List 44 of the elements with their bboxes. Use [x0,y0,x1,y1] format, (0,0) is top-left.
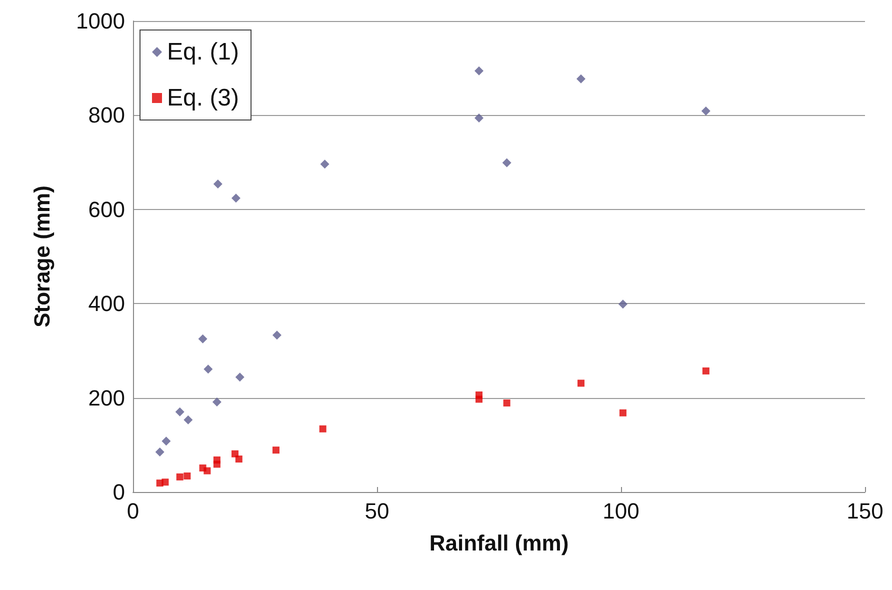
point [319,425,326,432]
point [235,372,244,382]
point [618,300,628,309]
point [184,472,191,480]
point [475,396,482,403]
x-axis-title: Rainfall (mm) [429,530,569,556]
point [272,330,282,340]
point [235,456,242,463]
legend-label: Eq. (3) [167,84,240,112]
point [198,334,208,344]
y-tick-label: 800 [88,102,125,128]
point [213,456,220,464]
y-tick-label: 0 [112,480,125,504]
x-tick-label: 50 [364,498,390,524]
point [503,399,510,406]
point [175,407,184,416]
point [231,194,240,203]
point [701,106,710,116]
y-tick-label: 600 [88,196,125,222]
point [320,160,330,169]
x-tick-label: 150 [846,498,884,524]
point [212,398,222,407]
point [176,473,184,480]
legend-label: Eq. (1) [167,38,240,66]
point [272,446,280,454]
point [162,436,171,446]
point [204,364,213,374]
point [577,380,584,387]
point [162,478,169,486]
point [619,409,626,416]
y-tick-label: 200 [88,385,125,410]
point [204,467,211,474]
point [155,447,164,456]
point [474,66,484,76]
y-axis-title: Storage (mm) [30,186,54,328]
point [702,367,710,374]
point [502,158,512,168]
y-tick-label: 1000 [76,8,125,34]
y-tick-label: 400 [88,291,125,316]
point [213,179,222,188]
point [184,415,193,424]
x-tick-label: 100 [602,498,640,524]
point [576,74,586,84]
point [474,114,484,123]
